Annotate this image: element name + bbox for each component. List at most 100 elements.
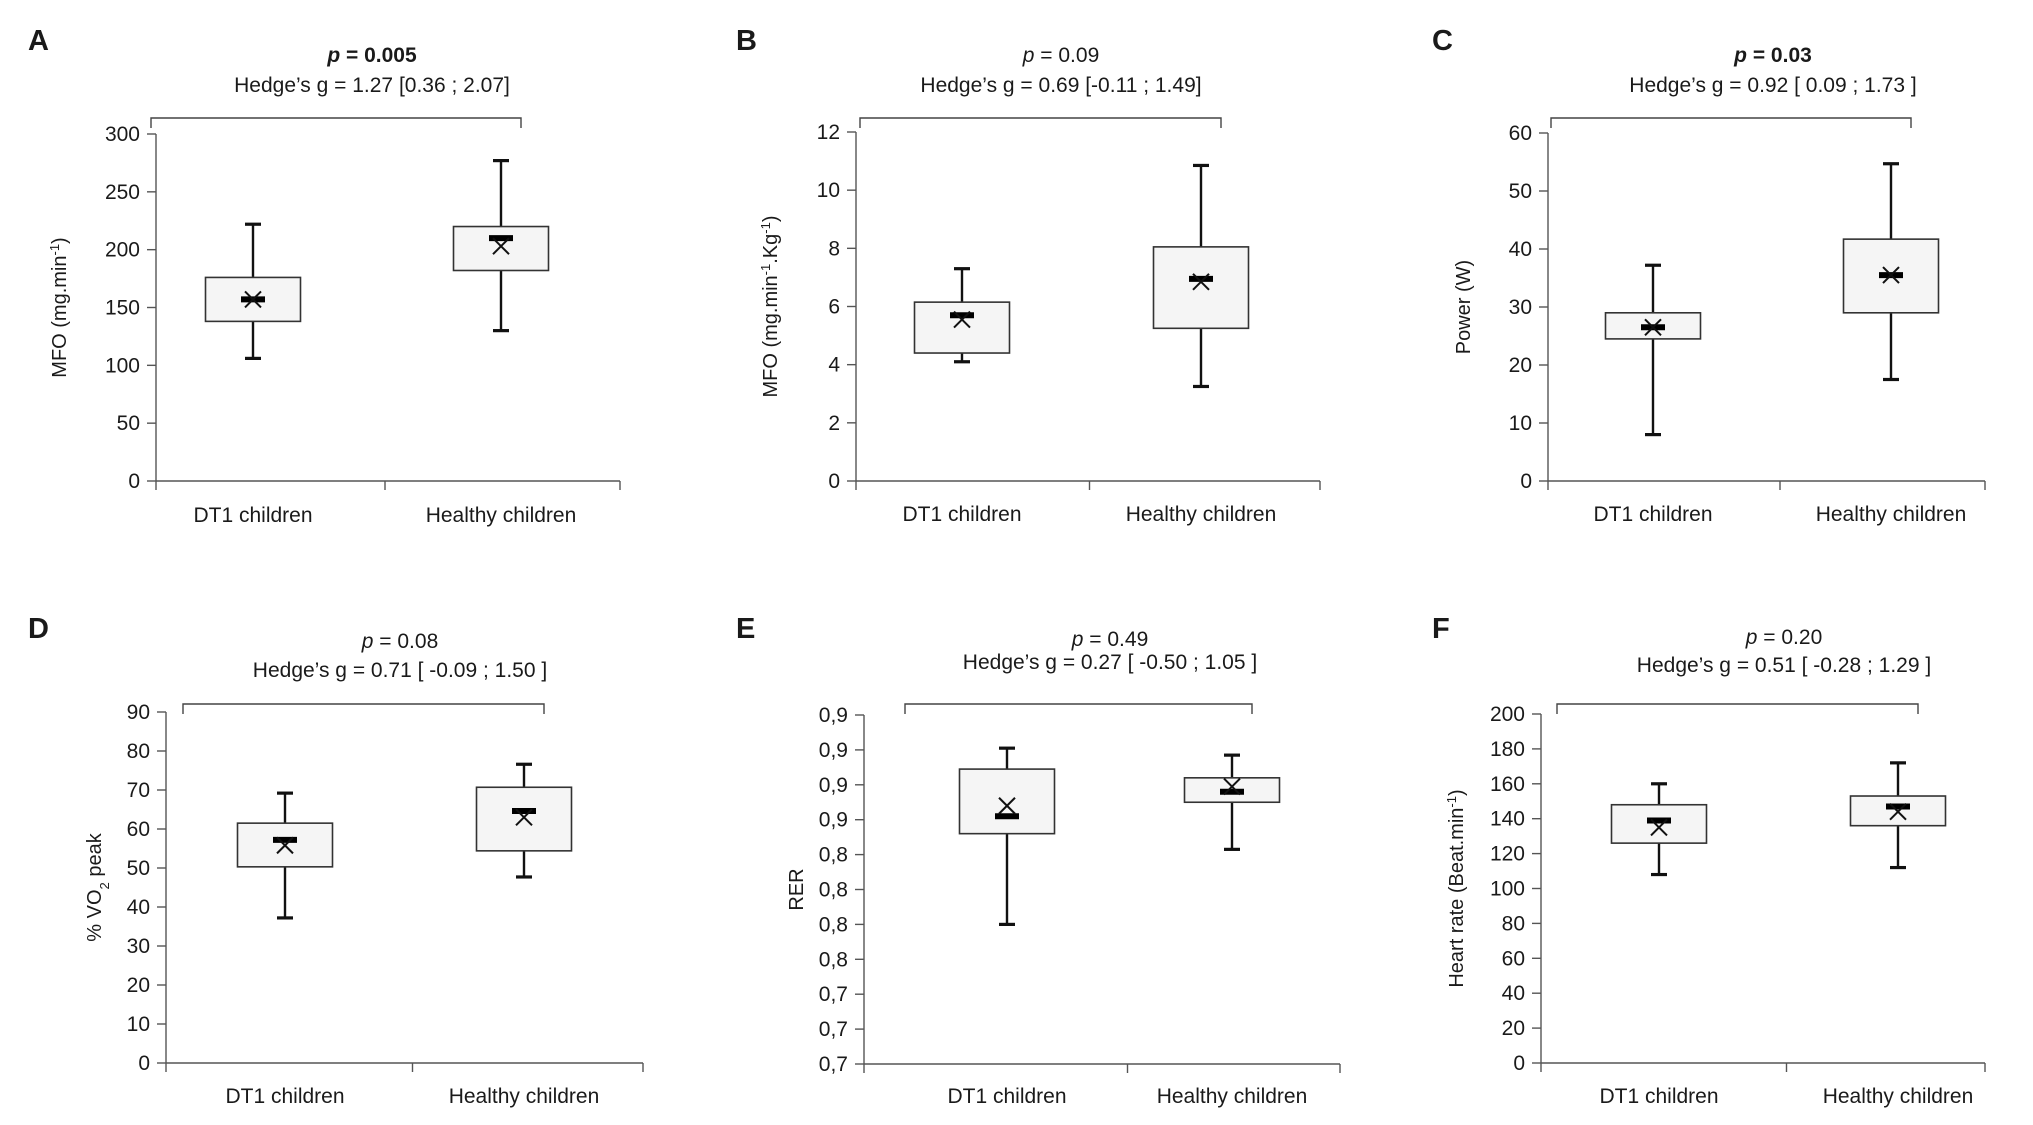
y-tick-label: 300 xyxy=(105,123,140,146)
y-axis-title-tail: ) xyxy=(49,237,71,244)
y-tick-label: 50 xyxy=(117,412,140,435)
mean-marker xyxy=(276,836,294,855)
p-symbol: p xyxy=(1733,44,1747,67)
mean-marker xyxy=(1650,818,1668,837)
p-value-label: p = 0.03 xyxy=(1733,44,1812,67)
panel-letter: A xyxy=(28,25,49,57)
y-tick-label: 2 xyxy=(828,412,840,435)
y-axis-title-tail2: ) xyxy=(760,215,782,222)
mean-marker xyxy=(515,808,533,827)
interquartile-box xyxy=(913,301,1011,354)
y-tick-label: 20 xyxy=(1509,354,1532,377)
y-tick-label: 200 xyxy=(105,239,140,262)
x-category-label: DT1 children xyxy=(902,503,1021,526)
y-tick-label: 12 xyxy=(817,121,840,144)
mean-marker xyxy=(1882,266,1900,284)
p-value-text: = 0.08 xyxy=(373,630,438,653)
p-value-label: p = 0.09 xyxy=(1022,44,1100,67)
box-healthy xyxy=(452,159,550,333)
y-axis-title-sup2: -1 xyxy=(758,222,773,234)
y-tick-label: 200 xyxy=(1490,703,1525,726)
comparison-bracket xyxy=(904,703,1253,714)
comparison-bracket xyxy=(1556,703,1919,714)
y-axis-title-main: MFO (mg.min xyxy=(760,275,782,397)
interquartile-box xyxy=(958,768,1056,835)
mean-marker xyxy=(1644,318,1662,337)
y-axis-title-main: Heart rate (Beat.min xyxy=(1446,808,1468,988)
y-tick-label: 8 xyxy=(828,237,840,260)
x-category-label: Healthy children xyxy=(449,1085,600,1108)
x-category-label: DT1 children xyxy=(1599,1085,1718,1108)
mean-marker xyxy=(953,310,971,329)
box-dt1 xyxy=(204,222,302,360)
y-axis-title-tail: ) xyxy=(1446,789,1468,796)
y-axis-title-tail: peak xyxy=(84,832,106,882)
y-axis-title-main: MFO (mg.min xyxy=(49,256,71,378)
box-healthy xyxy=(1849,761,1947,870)
y-tick-label: 0,7 xyxy=(819,1018,848,1041)
x-category-label: DT1 children xyxy=(193,504,312,527)
p-value-text: = 0.005 xyxy=(340,44,417,67)
x-category-label: Healthy children xyxy=(1816,503,1967,526)
y-tick-label: 60 xyxy=(127,818,150,841)
panel-letter: D xyxy=(28,613,49,645)
y-tick-label: 180 xyxy=(1490,738,1525,761)
y-tick-label: 50 xyxy=(127,857,150,880)
p-symbol: p xyxy=(326,44,340,67)
box-dt1 xyxy=(236,791,334,920)
mean-marker xyxy=(1223,777,1241,796)
box-dt1 xyxy=(913,267,1011,364)
y-axis-title: % VO2 peak xyxy=(84,832,112,941)
x-category-label: DT1 children xyxy=(1593,503,1712,526)
p-value-label: p = 0.08 xyxy=(361,630,439,653)
y-tick-label: 0 xyxy=(128,470,140,493)
interquartile-box xyxy=(1610,803,1708,844)
y-tick-label: 80 xyxy=(1502,912,1525,935)
y-tick-label: 90 xyxy=(127,701,150,724)
hedges-g-label: Hedge’s g = 0.92 [ 0.09 ; 1.73 ] xyxy=(1629,74,1916,97)
y-tick-label: 0,7 xyxy=(819,983,848,1006)
y-tick-label: 0 xyxy=(828,470,840,493)
p-symbol: p xyxy=(1071,628,1084,651)
y-axis-title-tail: .Kg xyxy=(760,234,782,264)
y-axis-title-sub: 2 xyxy=(97,882,112,889)
y-tick-label: 40 xyxy=(1509,238,1532,261)
y-tick-label: 40 xyxy=(1502,982,1525,1005)
x-category-label: DT1 children xyxy=(947,1085,1066,1108)
y-tick-label: 140 xyxy=(1490,808,1525,831)
p-symbol: p xyxy=(361,630,374,653)
box-healthy xyxy=(1183,753,1281,851)
y-tick-label: 60 xyxy=(1502,947,1525,970)
y-axis-title: Heart rate (Beat.min-1) xyxy=(1444,789,1469,987)
p-value-text: = 0.09 xyxy=(1034,44,1099,67)
y-tick-label: 20 xyxy=(1502,1017,1525,1040)
y-tick-label: 0,8 xyxy=(819,844,848,867)
mean-marker xyxy=(492,237,510,255)
p-value-label: p = 0.005 xyxy=(326,44,417,67)
mean-marker xyxy=(1889,803,1907,821)
x-category-label: DT1 children xyxy=(225,1085,344,1108)
hedges-g-label: Hedge’s g = 0.27 [ -0.50 ; 1.05 ] xyxy=(963,651,1257,674)
y-tick-label: 100 xyxy=(105,354,140,377)
panel-letter: E xyxy=(736,613,755,645)
panel-letter: F xyxy=(1432,613,1450,645)
box-dt1 xyxy=(958,746,1056,927)
p-symbol: p xyxy=(1022,44,1035,67)
mean-marker xyxy=(244,290,262,309)
p-value-label: p = 0.49 xyxy=(1071,628,1149,651)
y-tick-label: 4 xyxy=(828,354,840,377)
comparison-bracket xyxy=(859,117,1222,128)
hedges-g-label: Hedge’s g = 1.27 [0.36 ; 2.07] xyxy=(234,74,510,97)
hedges-g-label: Hedge’s g = 0.69 [-0.11 ; 1.49] xyxy=(920,74,1201,97)
y-axis-title-sup: -1 xyxy=(758,264,773,276)
y-axis-title-main: % VO xyxy=(84,889,106,941)
y-tick-label: 10 xyxy=(127,1013,150,1036)
y-tick-label: 0,9 xyxy=(819,704,848,727)
y-tick-label: 20 xyxy=(127,974,150,997)
y-tick-label: 250 xyxy=(105,181,140,204)
x-category-label: Healthy children xyxy=(426,504,577,527)
